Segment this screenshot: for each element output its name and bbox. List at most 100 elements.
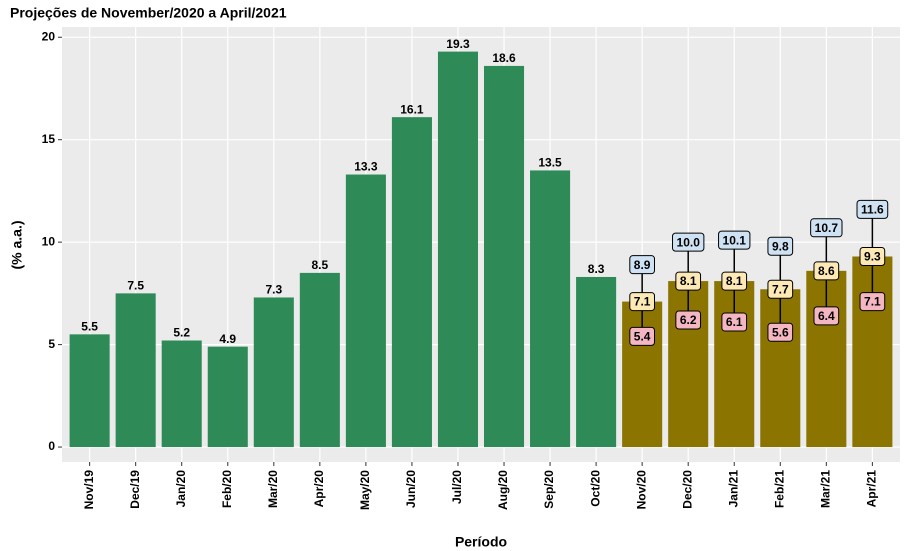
y-axis-title: (% a.a.) bbox=[9, 220, 25, 269]
bar bbox=[345, 174, 386, 448]
high-label: 8.9 bbox=[629, 255, 655, 275]
high-label: 10.7 bbox=[810, 218, 843, 238]
x-tick-label: Mar/21 bbox=[819, 470, 833, 508]
label-box bbox=[629, 292, 655, 312]
value-label: 8.3 bbox=[588, 262, 605, 276]
value-label: 19.3 bbox=[446, 37, 470, 51]
value-label: 8.5 bbox=[312, 258, 329, 272]
label-text: 10.1 bbox=[723, 233, 747, 247]
label-box bbox=[810, 218, 843, 238]
label-text: 6.2 bbox=[680, 313, 697, 327]
median-label: 9.3 bbox=[859, 246, 886, 266]
label-text: 11.6 bbox=[861, 203, 884, 217]
low-label: 7.1 bbox=[859, 292, 886, 312]
bar bbox=[576, 276, 617, 448]
x-tick-label: Dec/19 bbox=[128, 470, 142, 509]
x-tick-label: Jul/20 bbox=[450, 470, 464, 504]
y-tick-label: 15 bbox=[42, 132, 56, 146]
x-tick-label: Feb/20 bbox=[220, 470, 234, 508]
y-tick-label: 20 bbox=[42, 29, 56, 43]
x-axis-title: Período bbox=[455, 534, 507, 550]
label-text: 8.9 bbox=[634, 258, 651, 272]
low-label: 5.4 bbox=[629, 326, 655, 346]
y-tick-label: 5 bbox=[48, 337, 55, 351]
high-label: 9.8 bbox=[767, 236, 794, 256]
label-text: 8.1 bbox=[726, 274, 743, 288]
label-box bbox=[629, 326, 655, 346]
label-box bbox=[813, 306, 840, 326]
value-label: 18.6 bbox=[492, 51, 516, 65]
bar bbox=[207, 346, 248, 448]
low-label: 6.1 bbox=[721, 312, 748, 332]
label-box bbox=[718, 230, 751, 250]
label-box bbox=[859, 246, 886, 266]
value-label: 13.5 bbox=[538, 156, 562, 170]
median-label: 8.1 bbox=[721, 271, 748, 291]
y-tick-label: 0 bbox=[48, 439, 55, 453]
label-text: 6.1 bbox=[726, 315, 743, 329]
label-box bbox=[813, 261, 840, 281]
label-box bbox=[629, 255, 655, 275]
label-text: 9.3 bbox=[864, 250, 881, 264]
x-tick-label: Oct/20 bbox=[588, 470, 602, 507]
value-label: 7.3 bbox=[265, 283, 282, 297]
bar bbox=[253, 297, 294, 448]
bar bbox=[391, 117, 432, 448]
label-text: 5.4 bbox=[634, 330, 651, 344]
bar bbox=[115, 293, 156, 448]
label-box bbox=[675, 310, 702, 330]
high-label: 10.1 bbox=[718, 230, 751, 250]
x-tick-label: Mar/20 bbox=[266, 470, 280, 508]
label-text: 10.0 bbox=[677, 235, 701, 249]
y-tick-label: 10 bbox=[42, 234, 56, 248]
label-text: 9.8 bbox=[772, 239, 789, 253]
x-tick-label: Sep/20 bbox=[542, 470, 556, 509]
x-tick-label: Jan/21 bbox=[726, 470, 740, 508]
label-box bbox=[859, 292, 886, 312]
label-text: 7.7 bbox=[772, 282, 789, 296]
low-label: 5.6 bbox=[767, 322, 794, 342]
x-tick-label: Aug/20 bbox=[496, 470, 510, 510]
x-tick-label: Nov/19 bbox=[82, 470, 96, 510]
median-label: 8.1 bbox=[675, 271, 702, 291]
value-label: 16.1 bbox=[400, 102, 424, 116]
value-label: 13.3 bbox=[354, 160, 378, 174]
value-label: 5.5 bbox=[81, 320, 98, 334]
x-tick-label: Jun/20 bbox=[404, 470, 418, 508]
label-box bbox=[721, 312, 748, 332]
label-text: 8.6 bbox=[818, 264, 835, 278]
median-label: 8.6 bbox=[813, 261, 840, 281]
high-label: 11.6 bbox=[856, 199, 889, 219]
label-box bbox=[767, 279, 794, 299]
bar bbox=[530, 170, 571, 448]
x-tick-label: Feb/21 bbox=[772, 470, 786, 508]
value-label: 7.5 bbox=[127, 279, 144, 293]
label-box bbox=[721, 271, 748, 291]
bar bbox=[69, 334, 110, 448]
x-tick-label: Jan/20 bbox=[174, 470, 188, 508]
bar bbox=[437, 51, 479, 448]
median-label: 7.1 bbox=[629, 292, 655, 312]
label-box bbox=[675, 271, 702, 291]
label-box bbox=[856, 199, 889, 219]
low-label: 6.4 bbox=[813, 306, 840, 326]
low-label: 6.2 bbox=[675, 310, 702, 330]
label-text: 7.1 bbox=[864, 295, 881, 309]
label-box bbox=[767, 322, 794, 342]
label-text: 6.4 bbox=[818, 309, 835, 323]
label-text: 8.1 bbox=[680, 274, 697, 288]
bar bbox=[161, 340, 202, 448]
label-text: 5.6 bbox=[772, 325, 789, 339]
bar bbox=[483, 65, 525, 448]
x-tick-label: Apr/21 bbox=[865, 470, 879, 508]
x-tick-label: Dec/20 bbox=[680, 470, 694, 509]
label-text: 10.7 bbox=[815, 221, 839, 235]
high-label: 10.0 bbox=[672, 232, 705, 252]
x-tick-label: Apr/20 bbox=[312, 470, 326, 508]
x-tick-label: Nov/20 bbox=[634, 470, 648, 510]
value-label: 4.9 bbox=[219, 332, 236, 346]
label-text: 7.1 bbox=[634, 295, 651, 309]
median-label: 7.7 bbox=[767, 279, 794, 299]
label-box bbox=[767, 236, 794, 256]
